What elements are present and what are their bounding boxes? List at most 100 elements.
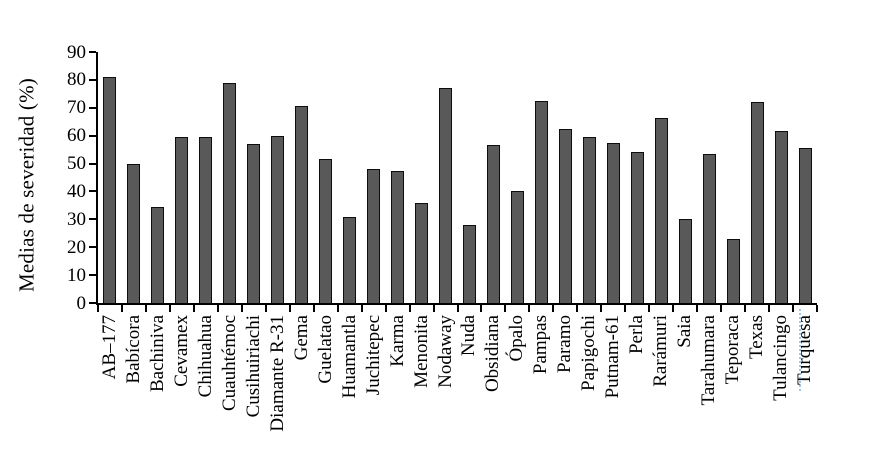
bar-ab-177 <box>103 77 117 303</box>
x-tick-mark <box>120 305 123 312</box>
x-tick-mark <box>264 305 267 312</box>
x-axis-label-tarahumara: Tarahumara <box>698 315 720 406</box>
x-tick-mark <box>576 305 579 312</box>
x-tick-mark <box>600 305 603 312</box>
x-tick-mark <box>816 305 818 312</box>
x-axis-label-perla: Perla <box>626 315 648 355</box>
x-axis-label-menonita: Menonita <box>410 315 432 388</box>
bar-obsidiana <box>486 145 500 303</box>
y-tick-mark <box>89 78 96 81</box>
x-axis-label-teporaca: Teporaca <box>722 315 744 385</box>
x-tick-mark <box>336 305 339 312</box>
x-axis-label-babicora: Babícora <box>122 315 144 384</box>
x-axis-label-juchitepec: Juchitepec <box>362 315 384 396</box>
bar-paramo <box>558 128 572 303</box>
bar-raramuri <box>654 117 668 303</box>
x-tick-mark <box>696 305 699 312</box>
y-tick-mark <box>89 218 96 221</box>
x-tick-mark <box>552 305 555 312</box>
x-tick-mark <box>792 305 795 312</box>
x-axis-label-papigochi: Papigochi <box>578 315 600 391</box>
x-tick-mark <box>144 305 147 312</box>
x-axis-label-bachiniva: Bachiniva <box>146 315 168 393</box>
y-tick-label: 80 <box>67 69 86 91</box>
x-tick-mark <box>288 305 291 312</box>
y-tick-label: 90 <box>67 41 86 63</box>
bar-nuda <box>462 224 476 303</box>
bar-babicora <box>127 163 141 303</box>
x-axis-label-nodaway: Nodaway <box>434 315 456 388</box>
x-axis-label-ab-177: AB–177 <box>98 315 120 380</box>
x-axis-label-nuda: Nuda <box>458 315 480 357</box>
y-tick-label: 30 <box>67 208 86 230</box>
x-axis-label-gema: Gema <box>290 315 312 361</box>
bar-chihuahua <box>199 137 213 303</box>
x-axis-label-saia: Saia <box>674 315 696 348</box>
y-tick-label: 10 <box>67 264 86 286</box>
x-tick-mark <box>168 305 171 312</box>
spellcheck-underline-artifact <box>799 309 801 391</box>
x-tick-mark <box>480 305 483 312</box>
x-axis-label-cusihuiriachi: Cusihuiriachi <box>242 315 264 418</box>
bar-saia <box>678 219 692 303</box>
bar-perla <box>630 152 644 303</box>
bar-cusihuiriachi <box>247 144 261 303</box>
bar-bachiniva <box>151 206 165 303</box>
y-tick-label: 50 <box>67 153 86 175</box>
y-tick-mark <box>89 162 96 165</box>
x-tick-mark <box>768 305 771 312</box>
y-tick-mark <box>89 190 96 193</box>
y-tick-mark <box>89 274 96 277</box>
x-axis-label-obsidiana: Obsidiana <box>482 315 504 393</box>
x-axis-label-paramo: Paramo <box>554 315 576 374</box>
x-tick-mark <box>240 305 243 312</box>
x-tick-mark <box>408 305 411 312</box>
y-tick-mark <box>89 246 96 249</box>
x-tick-mark <box>432 305 435 312</box>
bar-juchitepec <box>367 169 381 303</box>
x-tick-mark <box>744 305 747 312</box>
x-tick-mark <box>624 305 627 312</box>
bar-turquesa <box>798 148 812 303</box>
x-axis-label-diamante-r-31: Diamante R-31 <box>266 315 288 432</box>
x-tick-mark <box>192 305 195 312</box>
x-tick-mark <box>216 305 219 312</box>
bar-menonita <box>415 202 429 303</box>
x-tick-mark <box>360 305 363 312</box>
bar-opalo <box>510 191 524 303</box>
bar-putnam-61 <box>606 142 620 303</box>
bar-texas <box>750 102 764 303</box>
x-axis-label-opalo: Ópalo <box>506 315 528 362</box>
x-axis-label-tulancingo: Tulancingo <box>770 315 792 401</box>
bar-teporaca <box>726 238 740 303</box>
x-axis-label-huamantla: Huamantla <box>338 315 360 399</box>
x-axis-label-pampas: Pampas <box>530 315 552 375</box>
bar-gema <box>295 106 309 303</box>
bar-papigochi <box>582 137 596 303</box>
bar-guelatao <box>319 159 333 303</box>
x-axis-label-guelatao: Guelatao <box>314 315 336 384</box>
y-tick-label: 20 <box>67 236 86 258</box>
y-tick-mark <box>89 51 96 53</box>
x-tick-mark <box>504 305 507 312</box>
y-tick-label: 0 <box>76 292 87 314</box>
bar-cevamex <box>175 137 189 303</box>
x-tick-mark <box>456 305 459 312</box>
x-axis-label-texas: Texas <box>746 315 768 360</box>
x-tick-mark <box>384 305 387 312</box>
bar-huamantla <box>343 216 357 303</box>
bar-cuauhtemoc <box>223 82 237 303</box>
y-tick-mark <box>89 134 96 137</box>
x-axis-label-karma: Karma <box>386 315 408 367</box>
x-tick-mark <box>312 305 315 312</box>
bar-pampas <box>534 100 548 303</box>
y-tick-label: 70 <box>67 97 86 119</box>
x-axis-label-raramuri: Rarámuri <box>650 315 672 387</box>
bar-tulancingo <box>774 131 788 303</box>
x-tick-mark <box>720 305 723 312</box>
y-tick-label: 60 <box>67 125 86 147</box>
bar-diamante-r-31 <box>271 135 285 303</box>
x-tick-mark <box>97 305 99 312</box>
x-tick-mark <box>528 305 531 312</box>
